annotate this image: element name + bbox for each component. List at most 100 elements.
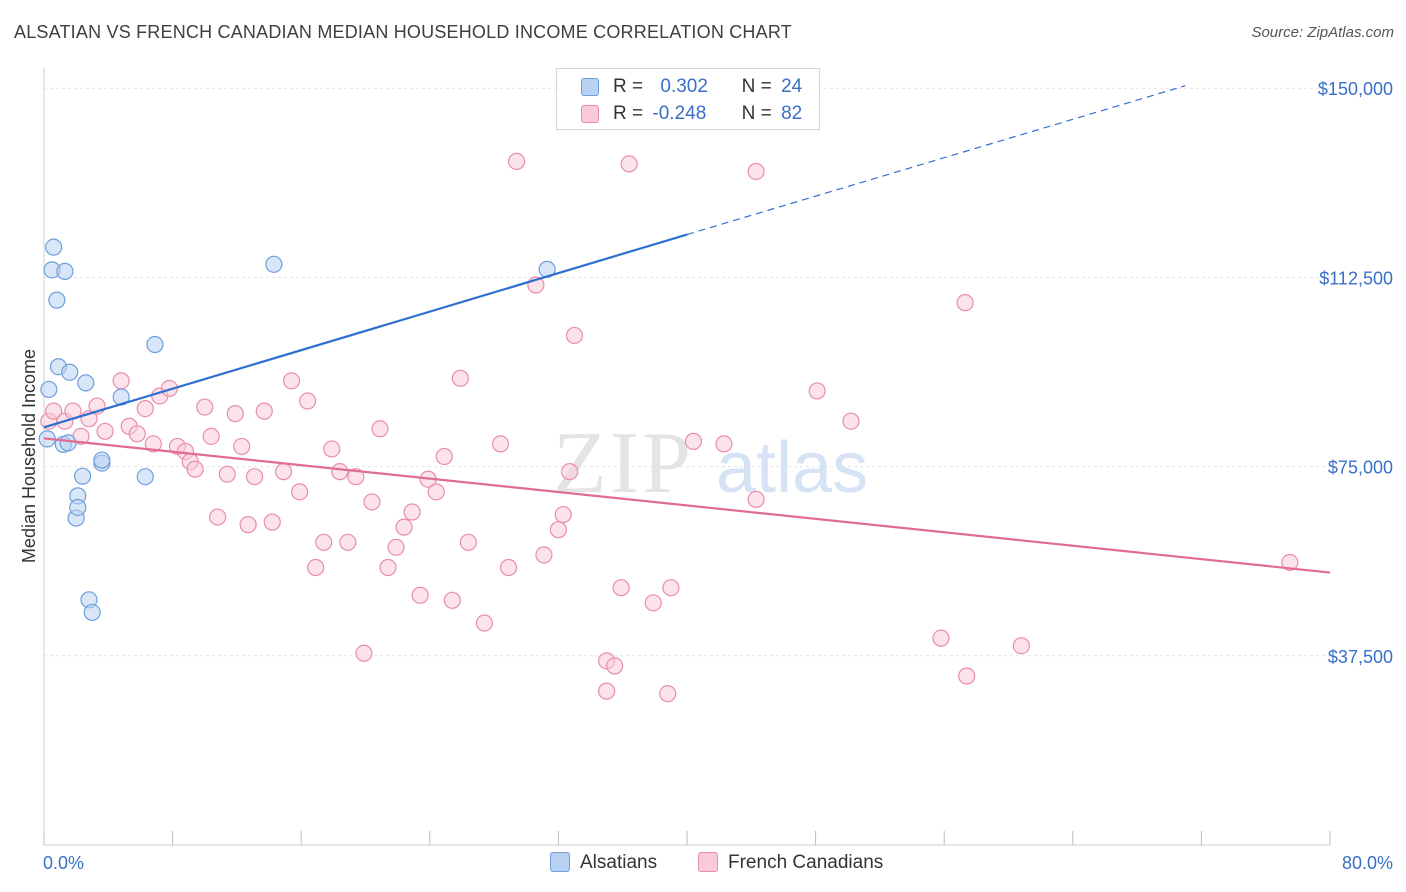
french-canadian-point (1281, 553, 1299, 572)
french-canadian-point (565, 326, 584, 345)
french-canadian-point (747, 490, 765, 509)
alsatian-point (265, 255, 283, 273)
french-canadian-point (549, 521, 568, 539)
french-canadian-point (315, 533, 333, 551)
legend-label-french-canadians: French Canadians (728, 852, 884, 873)
french-canadian-point (662, 579, 680, 597)
french-canadian-point (435, 447, 453, 466)
legend-n-value: 82 (781, 103, 803, 124)
legend-swatch-pink (581, 105, 599, 123)
french-canadian-point (144, 435, 162, 453)
legend-r-value: 0.302 (660, 76, 708, 97)
french-canadian-point (644, 594, 662, 612)
french-canadian-point (282, 372, 301, 390)
french-canadian-point (290, 483, 309, 501)
axes (43, 68, 1331, 846)
french-canadian-point (1012, 637, 1030, 655)
watermark-atlas: atlas (716, 428, 868, 508)
french-canadian-point (233, 437, 251, 456)
alsatian-point (59, 434, 77, 452)
french-canadian-point (196, 398, 214, 416)
alsatian-point (73, 467, 92, 485)
french-canadian-point (561, 463, 579, 481)
source-label: Source: ZipAtlas.com (1251, 24, 1394, 41)
chart-title: ALSATIAN VS FRENCH CANADIAN MEDIAN HOUSE… (14, 22, 792, 42)
y-axis-label: Median Household Income (19, 349, 39, 563)
alsatian-point (48, 291, 66, 309)
french-canadian-point (475, 614, 494, 632)
french-canadian-point (956, 294, 974, 312)
french-canadian-point (96, 422, 114, 440)
french-canadian-point (684, 432, 703, 450)
french-canadian-point (112, 372, 130, 390)
french-canadian-point (209, 508, 227, 526)
french-canadian-point (395, 518, 413, 536)
french-canadians-points (40, 152, 1299, 703)
french-canadian-point (411, 586, 429, 604)
french-canadian-point (255, 402, 273, 420)
alsatian-point (45, 238, 63, 256)
french-canadian-point (932, 629, 950, 647)
french-canadian-point (355, 644, 373, 662)
y-tick-label: $75,000 (1328, 458, 1393, 478)
french-canadian-point (186, 460, 204, 478)
alsatian-point (77, 374, 95, 392)
french-canadian-point (508, 152, 526, 170)
french-canadian-point (331, 463, 349, 481)
legend-swatch-blue (581, 78, 599, 96)
french-canadian-point (347, 468, 365, 486)
french-canadian-point (263, 513, 281, 531)
french-canadian-point (554, 505, 572, 524)
french-canadian-point (202, 427, 220, 445)
french-canadian-point (307, 558, 325, 577)
french-canadian-point (239, 516, 257, 534)
alsatian-point (83, 603, 101, 622)
alsatian-point (56, 262, 74, 280)
french-canadian-point (274, 463, 293, 481)
y-tick-label: $150,000 (1318, 79, 1393, 99)
correlation-legend: R = 0.302 N = 24 R = -0.248 N = 82 (556, 68, 820, 130)
x-tick-label-min: 0.0% (43, 853, 84, 873)
french-canadian-point (842, 412, 860, 430)
y-tick-label: $112,500 (1319, 268, 1393, 288)
x-tick-label-max: 80.0% (1342, 853, 1393, 873)
alsatian-point (69, 498, 87, 517)
y-tick-labels: $37,500 $75,000 $112,500 $150,000 (1318, 79, 1393, 667)
legend-r-label: R = (613, 76, 644, 97)
french-canadian-point (371, 420, 389, 438)
french-canadian-point (245, 468, 264, 486)
french-canadian-point (323, 440, 341, 458)
french-canadian-point (299, 392, 317, 410)
french-canadian-point (715, 435, 733, 453)
legend-swatch-blue (550, 852, 570, 872)
french-canadian-point (598, 682, 616, 700)
french-canadian-point (339, 533, 357, 551)
french-canadian-point (958, 667, 976, 685)
legend-r-value: -0.248 (652, 103, 707, 124)
legend-r-label: R = (613, 103, 644, 124)
alsatian-point (146, 335, 164, 354)
french-canadian-point (459, 533, 477, 551)
french-canadian-point (451, 369, 469, 387)
alsatians-points (38, 238, 556, 622)
french-canadian-point (491, 435, 510, 453)
french-canadian-point (45, 402, 63, 420)
french-canadian-point (808, 382, 826, 400)
french-canadian-point (620, 155, 638, 173)
alsatians-trend-extension (686, 85, 1186, 236)
legend-swatch-pink (698, 852, 718, 872)
alsatian-point (136, 468, 154, 486)
legend-n-value: 24 (781, 76, 803, 97)
alsatian-point (93, 451, 111, 469)
alsatian-point (61, 363, 79, 381)
french-canadian-point (659, 685, 677, 703)
alsatians-trend-line (43, 233, 688, 429)
french-canadian-point (387, 538, 405, 556)
french-canadian-point (443, 591, 461, 609)
french-canadian-point (379, 558, 397, 577)
y-tick-label: $37,500 (1328, 647, 1393, 667)
french-canadian-point (535, 546, 553, 564)
french-canadian-point (363, 493, 381, 511)
grid-lines (44, 87, 1330, 657)
